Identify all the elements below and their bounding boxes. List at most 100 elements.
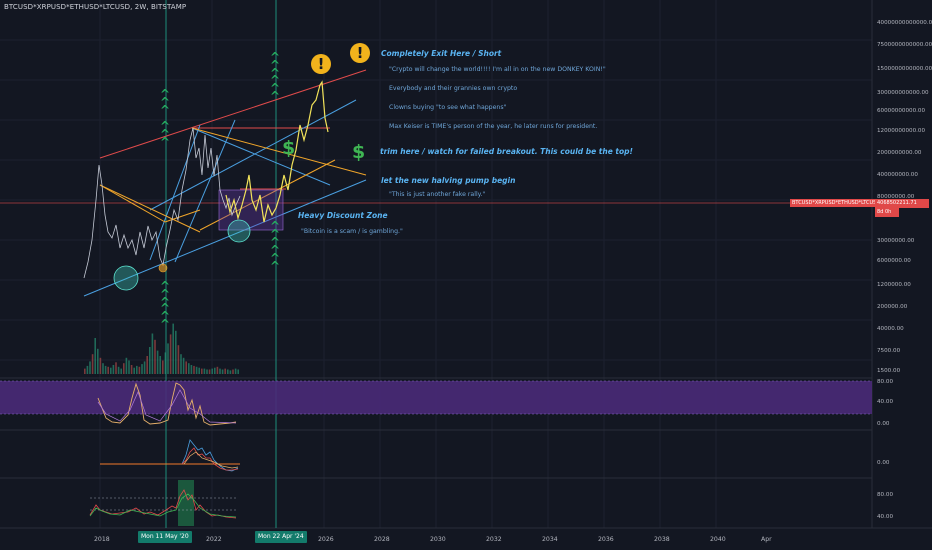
stoch-highlight xyxy=(178,480,194,526)
red-channel xyxy=(99,69,367,190)
rsi-band xyxy=(0,381,872,414)
annotation-fake-rally[interactable]: "This is just another fake rally." xyxy=(389,191,486,198)
volume-bar xyxy=(143,361,146,374)
chevron-up-icon: ^ ^ ^ xyxy=(160,87,171,117)
annotation-trim[interactable]: trim here / watch for failed breakout. T… xyxy=(380,147,633,156)
volume-bar xyxy=(203,368,206,374)
vertical-markers xyxy=(165,0,277,528)
price-axis-label: 7500.00 xyxy=(877,348,901,354)
volume-bar xyxy=(211,368,213,374)
volume-bar xyxy=(136,365,138,374)
time-highlight-2020: Mon 11 May '20 xyxy=(138,531,192,543)
volume-bar xyxy=(227,369,229,374)
annotation-discount[interactable]: Heavy Discount Zone xyxy=(298,211,388,220)
volume-bar xyxy=(224,368,226,374)
time-axis-label: 2036 xyxy=(598,536,614,543)
blue-channel xyxy=(83,99,367,297)
volume-bar xyxy=(120,368,122,374)
volume-bar xyxy=(123,363,125,374)
volume-bar xyxy=(201,368,203,374)
stochastic-axis-label: 40.00 xyxy=(877,514,894,520)
bottom-circle-2019 xyxy=(113,265,139,291)
volume-bar xyxy=(128,360,130,374)
volume-bar xyxy=(94,338,96,374)
time-axis-label: 2032 xyxy=(486,536,502,543)
volume-bar xyxy=(84,368,86,374)
volume-bar xyxy=(138,366,141,374)
volume-bar xyxy=(159,356,161,374)
volume-bar xyxy=(221,369,224,374)
price-axis-label: 12000000000.00 xyxy=(877,128,926,134)
annotation-scam[interactable]: "Bitcoin is a scam / is gambling." xyxy=(301,228,403,235)
dollar-icon: $ xyxy=(282,137,296,159)
time-axis-label: 2038 xyxy=(654,536,670,543)
price-axis-label: 1500.00 xyxy=(877,368,901,374)
volume-bar xyxy=(234,368,237,374)
osc-line-3 xyxy=(183,451,239,469)
orange-lines xyxy=(99,127,367,233)
grid xyxy=(0,0,872,528)
price-axis-label: 2000000000.00 xyxy=(877,150,922,156)
oscillator-axis-label: 0.00 xyxy=(877,460,890,466)
time-axis-label: 2030 xyxy=(430,536,446,543)
volume-bar xyxy=(172,323,174,374)
volume-bar xyxy=(237,369,239,374)
annotation-clowns[interactable]: Clowns buying "to see what happens" xyxy=(389,104,507,111)
volume-bar xyxy=(110,367,112,374)
price-axis-label: 200000.00 xyxy=(877,304,908,310)
volume-bar xyxy=(130,365,133,374)
volume-bar xyxy=(232,369,234,374)
price-axis-label: 30000000.00 xyxy=(877,238,915,244)
time-axis-label: Apr xyxy=(761,536,772,543)
volume-bar xyxy=(99,357,102,374)
price-axis-label: 40000000000000.00 xyxy=(877,20,932,26)
volume-bar xyxy=(164,352,167,374)
chevron-up-icon: ^ ^ ^ xyxy=(270,73,281,103)
annotation-keiser[interactable]: Max Keiser is TIME's person of the year,… xyxy=(389,123,598,130)
rsi-signal xyxy=(97,389,237,424)
volume-bar xyxy=(104,365,107,374)
volume-bar xyxy=(185,361,187,374)
time-axis-label: 2034 xyxy=(542,536,558,543)
price-axis-label: 6000000.00 xyxy=(877,258,911,264)
price-tag-symbol: BTCUSD*XRPUSD*ETHUSD*LTCUSD xyxy=(790,199,883,207)
volume-bar xyxy=(125,357,128,374)
rsi-line xyxy=(97,382,237,426)
volume-bar xyxy=(198,367,200,374)
time-axis-label: 2018 xyxy=(94,536,110,543)
volume-bar xyxy=(180,354,182,374)
price-axis-label: 400000000.00 xyxy=(877,172,918,178)
osc-line-2 xyxy=(181,447,239,471)
chevron-up-icon: ^ ^ ^ xyxy=(270,219,281,249)
price-axis-label: 300000000000.00 xyxy=(877,90,929,96)
volume-bar xyxy=(97,348,99,374)
time-axis-label: 2040 xyxy=(710,536,726,543)
price-axis-label: 80000000.00 xyxy=(877,194,915,200)
volume-bar xyxy=(195,366,198,374)
volume-bar xyxy=(167,343,169,374)
annotation-halving[interactable]: let the new halving pump begin xyxy=(381,176,516,185)
volume-bar xyxy=(193,365,195,374)
marker-circle-2020 xyxy=(158,263,168,273)
warning-icon: ! xyxy=(311,54,331,74)
annotation-grannies[interactable]: Everybody and their grannies own crypto xyxy=(389,85,518,92)
price-axis-label: 40000.00 xyxy=(877,326,904,332)
symbol-title[interactable]: BTCUSD*XRPUSD*ETHUSD*LTCUSD, 2W, BITSTAM… xyxy=(4,3,187,11)
volume-bar xyxy=(89,361,91,374)
volume-bar xyxy=(177,345,180,374)
volume-bar xyxy=(154,339,156,374)
price-axis-label: 1500000000000.00 xyxy=(877,66,932,72)
pane-separators xyxy=(0,0,932,529)
time-axis-label: 2028 xyxy=(374,536,390,543)
time-axis-label: 2022 xyxy=(206,536,222,543)
volume-bar xyxy=(175,330,177,374)
volume-bar xyxy=(133,367,135,374)
volume-bar xyxy=(149,347,151,374)
volume-bar xyxy=(214,367,216,374)
volume-bar xyxy=(229,370,232,374)
annotation-exit[interactable]: Completely Exit Here / Short xyxy=(381,49,502,58)
annotation-donkey[interactable]: "Crypto will change the world!!!! I'm al… xyxy=(389,66,606,73)
volume-bar xyxy=(206,369,208,374)
projected-path xyxy=(225,80,329,223)
